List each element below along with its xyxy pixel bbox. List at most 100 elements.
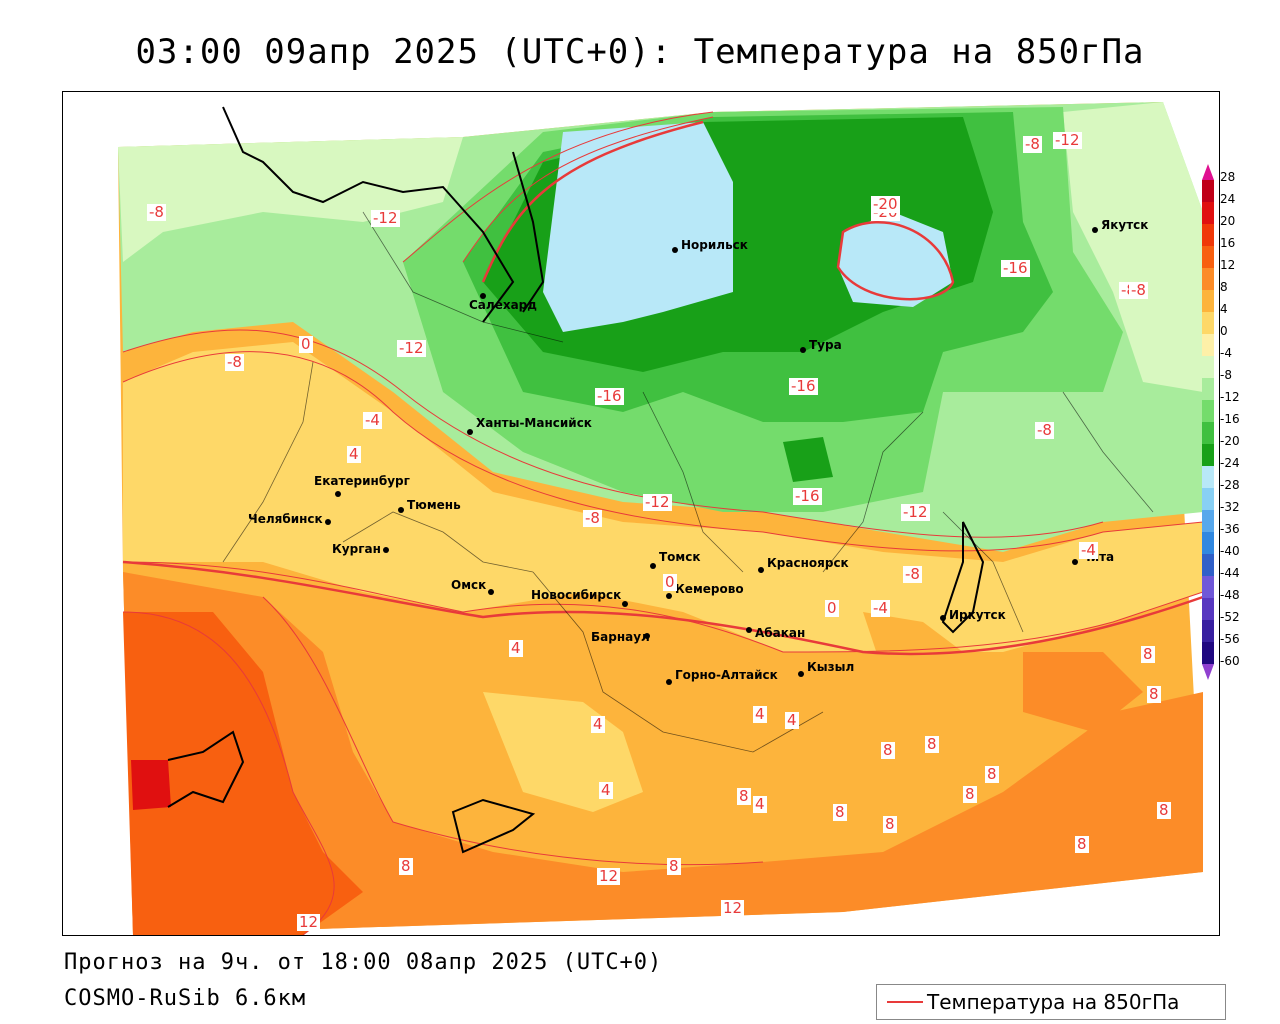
colorbar-tick-label: -32 — [1220, 500, 1240, 514]
city-dot — [940, 615, 946, 621]
contour-label: -8 — [903, 565, 922, 583]
contour-label: 8 — [1157, 801, 1171, 819]
contour-label: -12 — [397, 339, 426, 357]
contour-label: 8 — [833, 803, 847, 821]
contour-label: 8 — [667, 857, 681, 875]
city-label: Кызыл — [807, 660, 855, 674]
contour-label: 8 — [883, 815, 897, 833]
city-label: Кемерово — [675, 582, 744, 596]
model-name: COSMO-RuSib 6.6км — [64, 986, 307, 1011]
city-label: Иркутск — [949, 608, 1006, 622]
city-label: Тура — [809, 338, 842, 352]
contour-label: 4 — [591, 715, 605, 733]
city-dot — [1072, 559, 1078, 565]
city-label: Норильск — [681, 238, 748, 252]
colorbar-bottom-arrow — [1202, 664, 1214, 680]
colorbar-tick-label: -40 — [1220, 544, 1240, 558]
contour-label: -8 — [1129, 281, 1148, 299]
city-dot — [383, 547, 389, 553]
colorbar-tick-label: -24 — [1220, 456, 1240, 470]
colorbar-tick-label: -12 — [1220, 390, 1240, 404]
city-label: Томск — [659, 550, 701, 564]
city-label: Ханты-Мансийск — [476, 416, 592, 430]
contour-label: -12 — [643, 493, 672, 511]
contour-label: 4 — [599, 781, 613, 799]
contour-label: 12 — [597, 867, 621, 885]
colorbar-segment — [1202, 642, 1214, 664]
contour-label: -8 — [147, 203, 166, 221]
colorbar-tick-label: -8 — [1220, 368, 1232, 382]
contour-label: 4 — [753, 705, 767, 723]
city-label: Якутск — [1101, 218, 1149, 232]
city-dot — [746, 627, 752, 633]
contour-label: -12 — [1053, 131, 1082, 149]
contour-label: -16 — [595, 387, 624, 405]
colorbar-segment — [1202, 356, 1214, 378]
contour-label: 0 — [299, 335, 313, 353]
city-dot — [335, 491, 341, 497]
colorbar-segment — [1202, 290, 1214, 312]
colorbar-tick-label: -20 — [1220, 434, 1240, 448]
colorbar-segment — [1202, 532, 1214, 554]
contour-label: 0 — [825, 599, 839, 617]
contour-label: 4 — [785, 711, 799, 729]
contour-label: 12 — [297, 913, 321, 931]
contour-label: -4 — [871, 599, 890, 617]
colorbar-segment — [1202, 378, 1214, 400]
city-dot — [622, 601, 628, 607]
city-dot — [325, 519, 331, 525]
contour-label: 8 — [1141, 645, 1155, 663]
city-label: Омск — [451, 578, 487, 592]
city-dot — [644, 633, 650, 639]
city-dot — [650, 563, 656, 569]
legend-line-swatch — [887, 1001, 923, 1003]
colorbar-segment — [1202, 224, 1214, 246]
colorbar-segment — [1202, 576, 1214, 598]
colorbar-tick-label: 0 — [1220, 324, 1228, 338]
city-dot — [480, 293, 486, 299]
city-dot — [467, 429, 473, 435]
colorbar-tick-label: 24 — [1220, 192, 1236, 206]
colorbar-segment — [1202, 466, 1214, 488]
colorbar-tick-label: 12 — [1220, 258, 1236, 272]
city-dot — [666, 679, 672, 685]
colorbar-segment — [1202, 554, 1214, 576]
city-dot — [798, 671, 804, 677]
contour-label: 8 — [1075, 835, 1089, 853]
legend: Температура на 850гПа — [876, 984, 1226, 1020]
colorbar-segment — [1202, 620, 1214, 642]
city-label: Салехард — [469, 298, 537, 312]
colorbar-segment — [1202, 268, 1214, 290]
map-title: 03:00 09апр 2025 (UTC+0): Температура на… — [135, 32, 1145, 72]
city-dot — [758, 567, 764, 573]
colorbar-segment — [1202, 444, 1214, 466]
contour-label: -16 — [1001, 259, 1030, 277]
contour-label: 8 — [737, 787, 751, 805]
city-label: Барнаул — [591, 630, 650, 644]
city-dot — [398, 507, 404, 513]
contour-label: 0 — [663, 573, 677, 591]
city-label: Абакан — [755, 626, 806, 640]
contour-label: 4 — [753, 795, 767, 813]
city-dot — [488, 589, 494, 595]
colorbar-tick-label: -4 — [1220, 346, 1232, 360]
contour-label: 12 — [721, 899, 745, 917]
colorbar-tick-label: -36 — [1220, 522, 1240, 536]
city-label: Красноярск — [767, 556, 849, 570]
colorbar-tick-label: 4 — [1220, 302, 1228, 316]
contour-label: -16 — [793, 487, 822, 505]
contour-label: 8 — [881, 741, 895, 759]
city-label: Новосибирск — [531, 588, 622, 602]
contour-label: -20 — [871, 195, 900, 213]
colorbar-tick-label: 8 — [1220, 280, 1228, 294]
colorbar-tick-label: -56 — [1220, 632, 1240, 646]
city-label: Горно-Алтайск — [675, 668, 778, 682]
contour-label: -12 — [371, 209, 400, 227]
colorbar-segment — [1202, 598, 1214, 620]
contour-label: -16 — [789, 377, 818, 395]
temperature-map[interactable]: Норильск Якутск Салехард Тура Ханты-Мансийск… — [62, 91, 1220, 936]
city-label: Курган — [332, 542, 381, 556]
contour-label: -4 — [1079, 541, 1098, 559]
map-canvas — [63, 92, 1219, 935]
contour-label: -8 — [583, 509, 602, 527]
